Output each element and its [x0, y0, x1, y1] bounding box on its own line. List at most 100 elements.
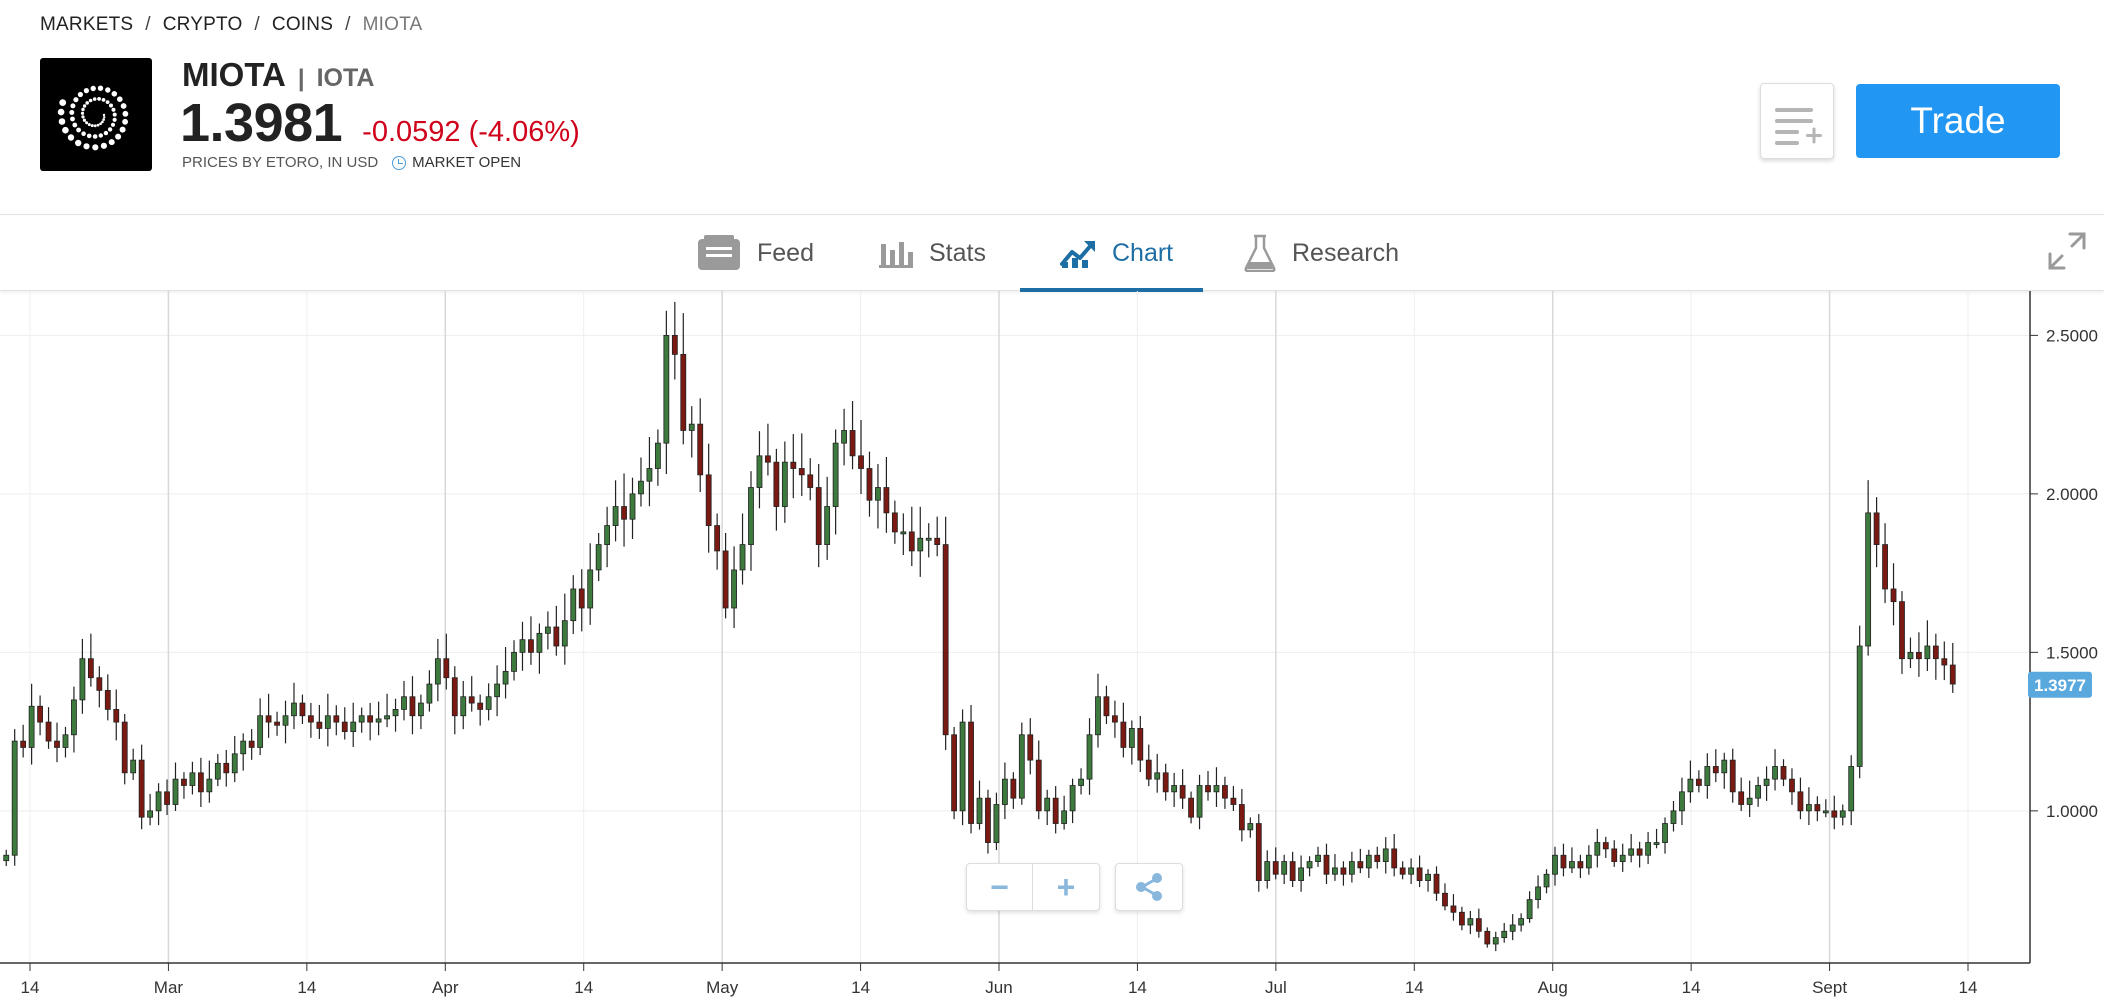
breadcrumb: MARKETS / CRYPTO / COINS / MIOTA	[40, 14, 422, 36]
expand-icon[interactable]	[2048, 232, 2086, 270]
candle-body	[934, 537, 941, 545]
candle-body	[1611, 848, 1618, 862]
candle-body	[1408, 867, 1415, 875]
candle-body	[231, 753, 238, 774]
candle-body	[1839, 810, 1846, 818]
logo-dot	[92, 97, 97, 101]
candle-body	[1932, 645, 1939, 660]
candle-body	[223, 762, 230, 774]
instrument-title: MIOTA | IOTA	[182, 56, 374, 94]
logo-dot	[102, 113, 106, 117]
candle-body	[1662, 823, 1668, 843]
candlestick-chart[interactable]: 2.5000 2.0000 1.5000 1.0000 14 Mar 14 Apr 14 May 1…	[0, 291, 2104, 1008]
logo-dot	[87, 123, 91, 127]
candle-body	[536, 632, 543, 653]
candle-body	[155, 791, 162, 812]
candle-body	[1374, 854, 1381, 862]
logo-dot	[111, 107, 116, 112]
logo-dot	[90, 124, 94, 128]
candle-body	[113, 709, 120, 723]
candle-body	[731, 569, 737, 609]
candle-body	[1323, 854, 1330, 875]
logo-dot	[62, 126, 69, 134]
candle-body	[629, 493, 636, 520]
candle-body	[1171, 785, 1178, 793]
title-divider: |	[297, 65, 305, 92]
logo-dot	[100, 142, 107, 149]
breadcrumb-separator: /	[254, 14, 260, 35]
candle-body	[875, 487, 881, 501]
candle-body	[1797, 791, 1804, 812]
candle-body	[1789, 778, 1795, 793]
candle-body	[883, 487, 890, 514]
logo-dot	[115, 133, 122, 140]
logo-dot	[70, 116, 75, 122]
candle-body	[130, 759, 137, 774]
logo-dot	[67, 134, 75, 141]
candle-body	[87, 658, 94, 679]
x-tick-label: 14	[297, 978, 316, 997]
logo-dot	[57, 108, 65, 116]
market-status: MARKET OPEN	[412, 154, 522, 171]
candle-body	[1670, 810, 1677, 824]
candle-body	[468, 696, 475, 704]
candle-body	[832, 442, 839, 507]
add-to-watchlist-button[interactable]	[1760, 83, 1834, 159]
candle-body	[54, 740, 60, 748]
candle-body	[1780, 766, 1787, 780]
logo-dot	[111, 91, 118, 97]
candle-body	[71, 699, 77, 736]
logo-dot	[105, 100, 110, 104]
candle-body	[392, 709, 399, 717]
tab-research[interactable]: Research	[1244, 215, 1399, 291]
candle-body	[1602, 842, 1609, 850]
candle-body	[976, 797, 983, 824]
tab-feed[interactable]: Feed	[697, 215, 814, 291]
logo-dot	[107, 127, 113, 132]
breadcrumb-coins[interactable]: COINS	[271, 14, 334, 35]
candle-body	[1128, 728, 1135, 748]
logo-dot	[103, 130, 109, 136]
breadcrumb-crypto[interactable]: CRYPTO	[162, 14, 243, 35]
candle-body	[1145, 759, 1152, 780]
breadcrumb-markets[interactable]: MARKETS	[40, 14, 134, 35]
candle-body	[1357, 861, 1364, 869]
logo-dot	[93, 124, 97, 128]
logo-dot	[86, 133, 92, 139]
trade-button[interactable]: Trade	[1856, 84, 2060, 158]
logo-dot	[82, 104, 87, 108]
logo-dot	[120, 103, 127, 109]
candle-body	[248, 740, 255, 748]
candle-body	[1907, 651, 1914, 660]
logo-dot	[82, 118, 86, 122]
share-button[interactable]	[1115, 863, 1183, 911]
tab-chart[interactable]: Chart	[1019, 215, 1204, 292]
candle-body	[621, 506, 627, 520]
instrument-symbol: MIOTA	[182, 56, 286, 93]
candle-body	[1230, 797, 1237, 805]
breadcrumb-separator: /	[345, 14, 351, 35]
logo-dot	[103, 116, 106, 119]
candle-body	[96, 677, 103, 691]
candle-body	[722, 550, 729, 609]
tab-feed-label: Feed	[757, 238, 814, 267]
x-tick-label: 14	[1128, 978, 1147, 997]
candle-body	[654, 442, 661, 469]
candle-body	[28, 705, 35, 748]
tab-stats[interactable]: Stats	[879, 215, 986, 291]
candle-body	[401, 696, 407, 710]
candle-body	[214, 762, 221, 780]
zoom-in-button[interactable]: +	[1056, 868, 1076, 905]
candle-body	[138, 759, 145, 818]
logo-dot	[102, 118, 105, 121]
candle-body	[477, 702, 484, 710]
candle-body	[299, 702, 306, 717]
candle-body	[37, 705, 43, 723]
zoom-out-button[interactable]: −	[967, 864, 1033, 910]
clock-icon	[392, 155, 407, 170]
candle-body	[104, 689, 111, 710]
candle-body	[1213, 785, 1220, 793]
price-chart[interactable]: 2.5000 2.0000 1.5000 1.0000 14 Mar 14 Apr 14 May 1…	[0, 291, 2104, 1008]
logo-dot	[92, 134, 98, 139]
x-tick-label: 14	[851, 978, 870, 997]
